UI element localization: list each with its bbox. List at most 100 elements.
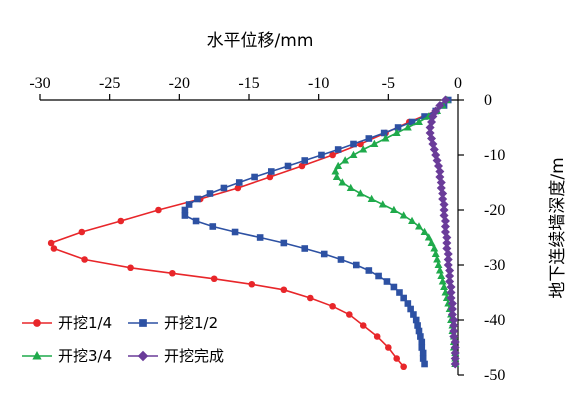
series-1-point (307, 294, 314, 302)
y-tick-label: -10 (484, 147, 505, 164)
series-4-point (438, 189, 448, 198)
series-4-point (450, 343, 460, 352)
series-3-point (359, 145, 368, 153)
series-3-point (381, 134, 390, 142)
series-2-point (251, 173, 258, 181)
series-3-point (434, 260, 443, 268)
series-2-point (421, 360, 428, 368)
series-4-point (439, 200, 449, 209)
series-3-point (399, 211, 408, 219)
series-1-point (78, 228, 86, 236)
series-3-point (403, 123, 412, 131)
series-4-point (446, 288, 456, 297)
series-2-point (419, 355, 427, 362)
series-2-point (280, 239, 288, 247)
series-4-point (449, 326, 459, 336)
series-3-point (438, 277, 447, 285)
series-4-point (435, 167, 445, 176)
series-3-point (346, 183, 355, 191)
series-4-point (442, 233, 452, 242)
series-3-point (437, 271, 446, 279)
series-2-point (284, 162, 292, 170)
legend: 开挖1/4 开挖1/2 开挖3/4 开挖完成 (22, 314, 224, 365)
legend-label: 开挖1/4 (58, 314, 112, 332)
series-2-point (365, 267, 373, 274)
series-3-point (424, 233, 433, 241)
series-1-point (373, 333, 381, 340)
series-2-point (334, 146, 342, 153)
series-3-point (441, 288, 450, 296)
series-2-point (410, 311, 417, 318)
series-1-point (400, 363, 407, 371)
y-tick-label: 0 (484, 92, 492, 109)
x-tick-label: -15 (238, 75, 259, 92)
series-4-point (449, 321, 459, 330)
series-4-point (440, 222, 450, 231)
series-2-point (400, 294, 407, 302)
series-1-point (329, 302, 336, 310)
y-tick-label: -40 (484, 312, 505, 329)
axes: -30 -25 -20 -15 -10 -5 00-10-20-30-40-50 (29, 75, 505, 384)
series-2-point (185, 201, 193, 208)
series-2-point (350, 140, 357, 148)
series-2-point (235, 179, 243, 186)
series-1-point (169, 269, 176, 277)
series-2-point (375, 272, 382, 280)
series-4 (425, 95, 460, 369)
series-3-point (338, 178, 347, 186)
series-1-point (280, 286, 288, 294)
legend-label: 开挖完成 (164, 347, 224, 365)
series-3-point (415, 222, 423, 230)
series-2-point (396, 289, 403, 296)
series-1-point (155, 206, 162, 214)
series-4-point (425, 123, 435, 132)
series-4-point (439, 205, 449, 215)
series-1-point (127, 264, 134, 272)
series-4-point (450, 359, 460, 369)
legend-label: 开挖1/2 (164, 314, 218, 332)
series-1-point (248, 280, 256, 288)
series-1-point (47, 239, 55, 247)
series-3-point (420, 227, 429, 235)
series-2-point (404, 300, 412, 307)
series-3-point (370, 139, 379, 147)
series-4-point (443, 255, 453, 264)
series-2-point (380, 129, 388, 137)
legend-marker (32, 350, 42, 360)
series-3-point (430, 244, 439, 252)
series-2-point (407, 305, 414, 313)
series-2-point (412, 316, 420, 324)
series-2-point (194, 195, 201, 203)
series-3-point (389, 205, 398, 213)
series-1-point (266, 173, 274, 181)
series-4-point (450, 354, 460, 363)
legend-marker (33, 319, 41, 327)
series-4-point (445, 271, 455, 281)
series-2-point (320, 250, 328, 258)
series-3-point (431, 249, 440, 257)
x-tick-label: 0 (454, 75, 462, 92)
y-tick-label: -50 (484, 367, 505, 384)
series-1-point (359, 322, 367, 329)
y-tick-label: -30 (484, 257, 505, 274)
series-2 (181, 96, 452, 368)
y-axis-label: 地下连续墙深度/m (548, 157, 568, 298)
series-3-line (334, 99, 457, 364)
series-4-point (450, 348, 460, 358)
series-2-point (220, 184, 228, 192)
series-2-point (418, 344, 426, 351)
series-3-point (440, 282, 449, 290)
legend-item-2: 开挖1/2 (128, 314, 218, 332)
x-tick-label: -20 (169, 75, 190, 92)
series-2-point (181, 212, 189, 219)
series-4-point (446, 282, 456, 292)
legend-label: 开挖3/4 (58, 347, 112, 365)
series-1-point (346, 311, 353, 318)
legend-item-4: 开挖完成 (128, 347, 224, 365)
series-2-point (394, 124, 402, 131)
x-tick-label: -30 (29, 75, 50, 92)
series-1-point (210, 275, 218, 283)
series-2-point (231, 228, 239, 236)
